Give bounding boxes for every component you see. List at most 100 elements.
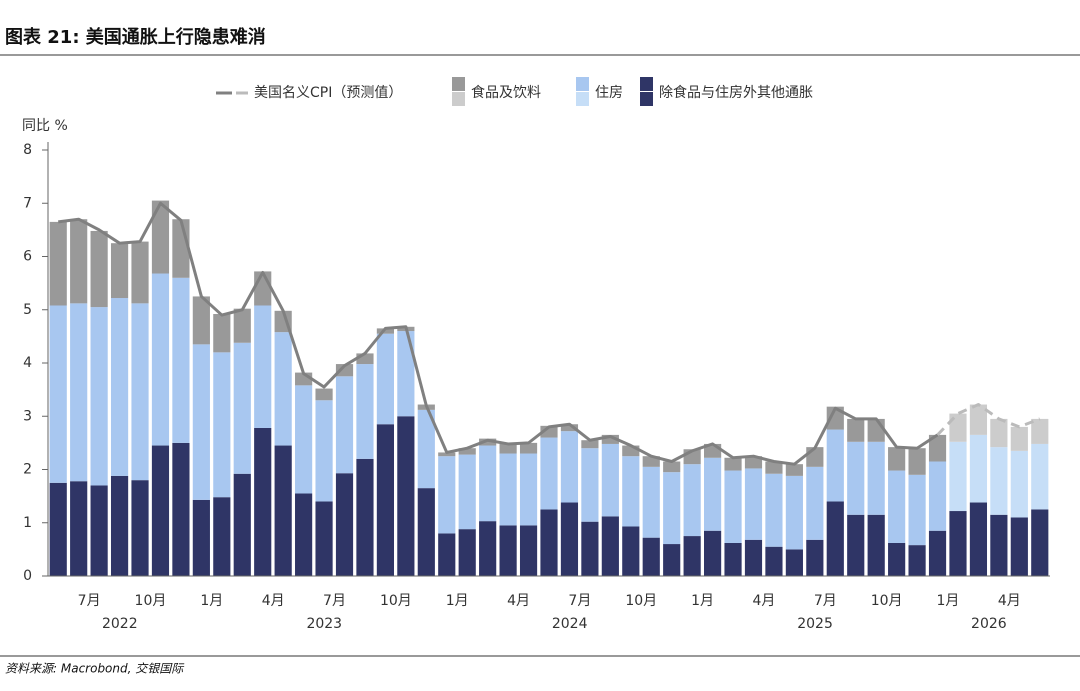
bar-segment [949, 511, 967, 576]
bar-segment [949, 413, 967, 442]
chart-title: 图表 21: 美国通胀上行隐患难消 [5, 26, 266, 48]
bar-segment [581, 521, 599, 576]
bar-segment [131, 303, 149, 481]
legend-swatch [576, 77, 589, 91]
bar-segment [826, 501, 844, 576]
bar-segment [642, 466, 660, 538]
bar-segment [151, 200, 170, 274]
bar-segment [744, 468, 763, 540]
bar-segment [192, 499, 210, 576]
bar-segment [254, 271, 272, 306]
bar-segment [581, 440, 599, 449]
x-tick-label: 7月 [323, 593, 346, 609]
bar-segment [479, 521, 497, 576]
bar-segment [1031, 418, 1049, 444]
bar-segment [622, 526, 640, 576]
bar-segment [847, 514, 865, 576]
bar-segment [1010, 450, 1028, 518]
bar-segment [683, 536, 701, 576]
x-tick-label: 1月 [691, 593, 714, 609]
bar-segment [356, 364, 374, 459]
y-tick-label: 1 [23, 515, 32, 531]
bar-segment [785, 475, 803, 550]
bar-segment [949, 441, 967, 512]
x-tick-label: 1月 [937, 593, 960, 609]
bar-segment [376, 333, 394, 425]
bar-segment [458, 454, 476, 530]
bar-segment [254, 427, 272, 576]
bar-segment [724, 542, 742, 576]
x-tick-label: 10月 [871, 593, 903, 609]
bar-segment [90, 485, 108, 576]
bar-segment [438, 456, 456, 534]
x-tick-label: 4月 [507, 593, 530, 609]
y-tick-label: 2 [23, 462, 32, 478]
bar-segment [867, 418, 885, 442]
cpi-forecast-line [936, 403, 1041, 436]
bar-segment [110, 243, 129, 299]
bar-segment [192, 344, 210, 500]
bar-segment [315, 388, 333, 401]
bar-segment [458, 529, 476, 576]
bar-segment [1010, 517, 1028, 576]
x-tick-label: 10月 [135, 593, 167, 609]
bar-segment [438, 533, 456, 576]
bar-segment [397, 331, 415, 417]
bar-segment [928, 434, 947, 462]
x-tick-label: 4月 [998, 593, 1021, 609]
bar-segment [417, 409, 435, 489]
bar-segment [990, 447, 1008, 515]
bar-segment [765, 546, 783, 576]
bar-segment [172, 219, 190, 278]
bar-segment [560, 424, 579, 432]
bar-segment [519, 442, 538, 454]
bar-segment [274, 445, 292, 576]
bar-segment [908, 474, 926, 546]
bar-segment [560, 431, 579, 503]
bar-segment [1010, 426, 1028, 451]
bar-segment [867, 441, 885, 515]
bar-segment [172, 442, 190, 576]
bar-segment [335, 376, 354, 474]
bar-segment [765, 473, 783, 547]
bar-segment [110, 298, 129, 476]
x-tick-label: 7月 [568, 593, 591, 609]
bar-segment [969, 502, 988, 576]
bar-segment [540, 509, 558, 576]
bar-segment [315, 501, 333, 576]
bar-segment [356, 353, 374, 365]
bar-segment [642, 456, 660, 467]
bar-segment [213, 352, 231, 498]
bar-segment [254, 305, 272, 428]
legend-label: 美国名义CPI（预测值） [254, 85, 402, 101]
bar-segment [663, 544, 681, 576]
bar-segment [540, 425, 558, 438]
bar-segment [1031, 509, 1049, 576]
bar-segment [479, 438, 497, 446]
bar-segment [826, 406, 844, 430]
x-tick-label: 1月 [446, 593, 469, 609]
bar-segment [663, 461, 681, 473]
bar-segment [724, 457, 742, 471]
legend-label: 食品及饮料 [471, 84, 541, 101]
year-label: 2022 [102, 616, 138, 632]
y-tick-label: 5 [23, 302, 32, 318]
bar-segment [519, 453, 538, 526]
bar-segment [131, 480, 149, 576]
bar-segment [376, 328, 394, 334]
bar-segment [622, 445, 640, 457]
bar-segment [601, 443, 619, 517]
bar-segment [888, 542, 906, 576]
bar-segment [990, 514, 1008, 576]
bar-segment [131, 241, 149, 304]
bar-segment [765, 461, 783, 474]
year-label: 2026 [971, 616, 1007, 632]
bar-segment [601, 516, 619, 576]
y-tick-label: 7 [23, 195, 32, 211]
source: 资料来源: Macrobond, 交银国际 [5, 662, 185, 676]
bar-segment [70, 481, 88, 576]
cpi-line [58, 201, 939, 466]
bar-segment [295, 493, 313, 576]
bar-segment [397, 416, 415, 576]
bar-segment [295, 385, 313, 494]
